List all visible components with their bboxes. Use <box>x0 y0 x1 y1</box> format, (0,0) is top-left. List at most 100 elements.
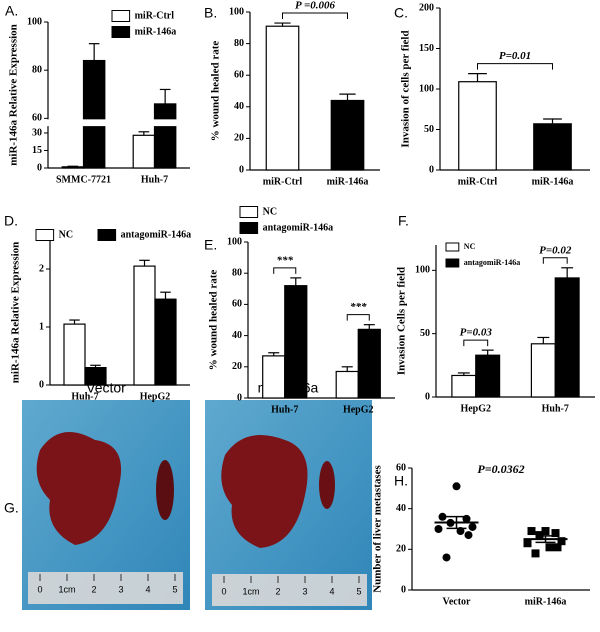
bar <box>265 25 300 171</box>
bar <box>533 123 572 171</box>
bar <box>451 374 477 398</box>
x-tick-label: miR-146a <box>327 176 369 187</box>
point <box>541 527 550 536</box>
y-tick-label: 30 <box>32 127 42 138</box>
y-tick-label: 100 <box>229 6 244 17</box>
annotation: P=0.0362 <box>477 462 524 476</box>
legend-swatch <box>35 229 55 241</box>
y-axis-label: % wound healed rate <box>210 41 222 142</box>
y-tick-label: 50 <box>424 124 434 135</box>
legend-label: antagomiR-146a <box>263 222 334 233</box>
bar <box>530 343 556 398</box>
panel-letter: F. <box>398 213 409 229</box>
point <box>545 543 554 552</box>
ruler-label: 3 <box>302 586 307 596</box>
y-tick-label: 0 <box>39 379 44 390</box>
bar <box>132 134 156 169</box>
bar <box>458 81 497 171</box>
panel-letter: C. <box>394 5 408 21</box>
y-tick-label: 80 <box>234 38 244 49</box>
bar <box>330 99 365 171</box>
x-tick-label: miR-146a <box>532 176 574 187</box>
x-tick-label: HepG2 <box>140 391 171 402</box>
x-tick-label: miR-Ctrl <box>263 176 303 187</box>
y-tick-label: 60 <box>232 299 242 310</box>
bar <box>61 166 85 169</box>
y-tick-label: 0 <box>37 162 42 173</box>
x-tick-label: HepG2 <box>343 404 374 415</box>
y-tick-label: 200 <box>419 2 434 13</box>
annotation: P=0.03 <box>460 327 493 339</box>
ruler-label: 0 <box>37 584 42 594</box>
y-tick-label: 0 <box>237 392 242 403</box>
x-tick-label: Huh-7 <box>271 404 298 415</box>
y-tick-label: 2 <box>39 263 44 274</box>
y-axis-label: miR-146a Relative Expression <box>10 242 22 384</box>
panel-letter: B. <box>204 5 217 21</box>
y-axis-label: % wound healed rate <box>208 270 220 371</box>
legend-label: antagomiR-146a <box>464 258 520 267</box>
x-tick-label: Vector <box>443 596 472 607</box>
x-tick-label: Huh-7 <box>542 403 569 414</box>
y-tick-label: 50 <box>420 328 430 339</box>
bar <box>153 103 177 169</box>
y-tick-label: 40 <box>232 330 242 341</box>
point <box>434 525 443 533</box>
y-tick-label: 60 <box>396 462 406 473</box>
point <box>527 527 536 536</box>
annotation: *** <box>277 254 294 266</box>
panel-letter: H. <box>394 473 408 489</box>
panel-letter: D. <box>4 213 18 229</box>
y-tick-label: 20 <box>232 361 242 372</box>
y-axis-label: Invasion Cells per field <box>396 267 408 375</box>
y-tick-label: 60 <box>32 113 42 124</box>
x-tick-label: Huh-7 <box>141 174 168 185</box>
point <box>452 482 461 491</box>
x-tick-label: HepG2 <box>460 403 491 414</box>
significance-bracket <box>542 257 568 264</box>
point <box>535 531 544 540</box>
y-tick-label: 100 <box>419 83 434 94</box>
y-axis-label: Invasion of cells per field <box>400 30 412 147</box>
ruler-label: 3 <box>118 584 123 594</box>
significance-bracket <box>477 63 553 70</box>
y-tick-label: 1 <box>39 321 44 332</box>
ruler-label: 1cm <box>58 584 75 594</box>
ruler-label: 5 <box>172 584 177 594</box>
y-tick-label: 0 <box>425 391 430 402</box>
y-tick-label: 60 <box>234 69 244 80</box>
photo-vector <box>22 400 190 610</box>
point <box>464 531 473 540</box>
point <box>438 512 447 521</box>
ruler-label: 2 <box>91 584 96 594</box>
x-tick-label: miR-146a <box>525 596 567 607</box>
legend-swatch <box>445 242 460 252</box>
y-axis-label: miR-146a Relative Expression <box>8 24 20 166</box>
y-tick-label: 20 <box>234 133 244 144</box>
y-tick-label: 15 <box>32 145 42 156</box>
y-tick-label: 100 <box>415 265 430 276</box>
y-tick-label: 100 <box>227 236 242 247</box>
bar <box>475 354 501 398</box>
x-tick-label: SMMC-7721 <box>56 174 111 185</box>
point <box>557 537 566 546</box>
legend-swatch <box>239 222 259 234</box>
y-tick-label: 0 <box>239 164 244 175</box>
bar <box>262 355 286 399</box>
y-tick-label: 0 <box>401 584 406 595</box>
x-tick-label: Huh-7 <box>71 391 98 402</box>
photo-mir146a <box>205 400 372 610</box>
bar <box>63 323 86 386</box>
y-tick-label: 20 <box>396 544 406 555</box>
point <box>531 549 540 558</box>
bar <box>357 328 381 399</box>
legend-label: NC <box>464 242 476 251</box>
bar <box>284 285 308 399</box>
legend-label: antagomiR-146a <box>121 229 192 240</box>
y-tick-label: 100 <box>27 16 42 27</box>
ruler-label: 4 <box>145 584 150 594</box>
ruler-label: 1cm <box>242 586 259 596</box>
ruler-label: 0 <box>221 586 226 596</box>
x-tick-label: miR-Ctrl <box>458 176 498 187</box>
